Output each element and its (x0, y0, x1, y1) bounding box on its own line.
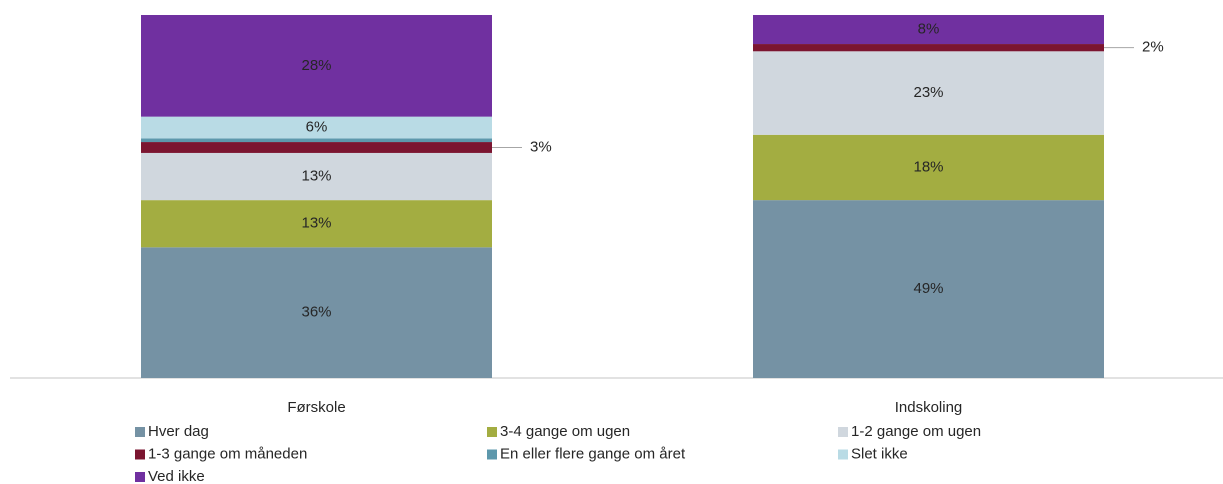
legend-label: En eller flere gange om året (500, 445, 686, 462)
legend-label: Ved ikke (148, 468, 205, 484)
data-label: 3% (530, 138, 552, 155)
data-label: 36% (301, 304, 331, 321)
data-label: 8% (918, 20, 940, 37)
bar-segment (141, 200, 492, 248)
data-label: 18% (913, 158, 943, 175)
bar-segment (753, 200, 1104, 378)
bar-segment (141, 142, 492, 153)
legend-swatch (487, 427, 497, 437)
bar-segment (141, 116, 492, 139)
legend-swatch (135, 427, 145, 437)
legend-label: Hver dag (148, 423, 209, 440)
bar-segment (141, 15, 492, 117)
x-tick-label: Førskole (287, 399, 345, 416)
bar-segment (141, 152, 492, 201)
legend-label: 1-3 gange om måneden (148, 445, 307, 462)
bar-segment (753, 51, 1104, 135)
x-tick-label: Indskoling (895, 399, 963, 416)
bar-segment (141, 247, 492, 378)
legend-swatch (135, 449, 145, 460)
legend-label: Slet ikke (851, 445, 908, 462)
legend-swatch (135, 472, 145, 482)
bar-segment (753, 15, 1104, 45)
legend-swatch (487, 449, 497, 460)
legend-label: 3-4 gange om ugen (500, 423, 630, 440)
bar-segment (141, 138, 492, 143)
bar-segment (753, 44, 1104, 52)
legend-swatch (838, 427, 848, 437)
legend-label: 1-2 gange om ugen (851, 423, 981, 440)
data-label: 6% (306, 118, 328, 135)
bar-segment (753, 134, 1104, 201)
data-label: 13% (301, 168, 331, 185)
data-label: 28% (301, 57, 331, 74)
data-label: 13% (301, 215, 331, 232)
data-label: 23% (913, 84, 943, 101)
legend-swatch (838, 449, 848, 460)
data-label: 2% (1142, 39, 1164, 56)
data-label: 49% (913, 280, 943, 297)
